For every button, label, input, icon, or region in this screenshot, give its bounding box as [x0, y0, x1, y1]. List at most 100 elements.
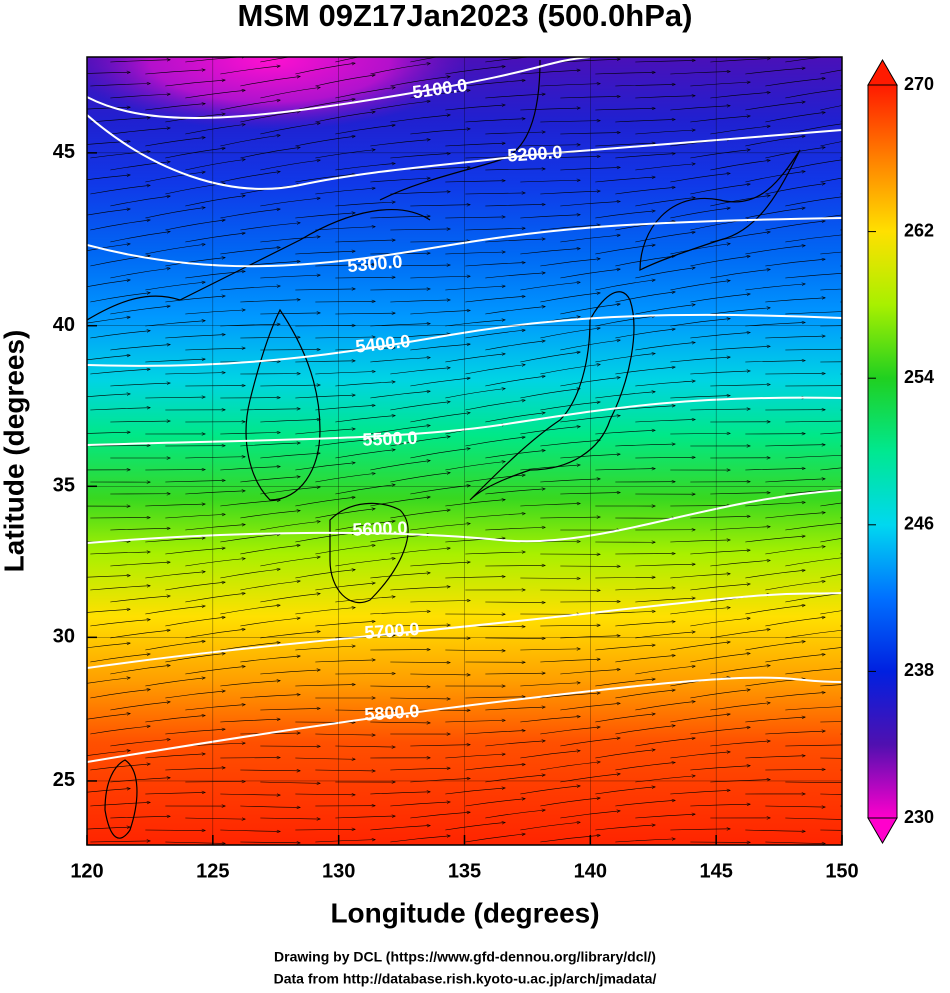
- streamline: [410, 205, 470, 206]
- streamline: [465, 193, 525, 194]
- streamline: [240, 806, 300, 807]
- streamline: [260, 670, 320, 675]
- streamline: [295, 429, 355, 435]
- streamline: [335, 240, 395, 243]
- streamline: [110, 421, 170, 422]
- streamline: [90, 408, 150, 411]
- streamline: [335, 313, 395, 314]
- streamline: [390, 265, 450, 266]
- streamline: [445, 462, 505, 471]
- streamline: [445, 66, 505, 75]
- streamline: [765, 654, 825, 663]
- streamline: [295, 289, 355, 290]
- streamline: [220, 569, 280, 579]
- streamline: [220, 286, 280, 291]
- streamline: [220, 719, 280, 723]
- streamline: [690, 727, 750, 735]
- streamline: [87, 751, 130, 756]
- y-tick-label: 30: [53, 626, 75, 648]
- streamline: [670, 752, 730, 759]
- streamline: [465, 263, 525, 267]
- streamline: [820, 288, 842, 291]
- streamline: [110, 345, 170, 351]
- streamline: [220, 500, 280, 507]
- streamline: [445, 181, 505, 182]
- streamline: [145, 606, 205, 615]
- streamline: [690, 690, 750, 699]
- streamline: [145, 244, 205, 255]
- x-tick-label: 135: [448, 860, 481, 882]
- streamline: [540, 727, 600, 735]
- streamline: [145, 572, 205, 579]
- streamline: [765, 617, 825, 627]
- streamline: [185, 310, 245, 315]
- streamline: [765, 769, 825, 770]
- streamline: [595, 645, 655, 651]
- streamline: [820, 610, 842, 615]
- streamline: [410, 57, 439, 63]
- streamline: [615, 800, 675, 807]
- streamline: [295, 63, 355, 75]
- streamline: [670, 173, 730, 183]
- streamline: [745, 536, 805, 543]
- streamline: [90, 841, 150, 842]
- streamline: [145, 359, 205, 363]
- streamline: [90, 764, 150, 771]
- streamline: [745, 208, 805, 219]
- streamline: [615, 726, 675, 735]
- contour-label: 5600.0: [352, 518, 408, 540]
- streamline: [710, 527, 770, 531]
- streamline: [335, 816, 395, 819]
- streamline: [540, 835, 600, 843]
- streamline: [710, 92, 770, 99]
- streamline: [145, 70, 205, 75]
- streamline: [445, 286, 505, 291]
- streamline: [540, 293, 600, 303]
- streamline: [820, 251, 842, 255]
- streamline: [240, 511, 300, 519]
- streamline: [90, 256, 150, 267]
- streamline: [145, 282, 205, 291]
- colorbar-tick-label: 238: [904, 660, 934, 680]
- streamline: [390, 836, 450, 843]
- streamline: [745, 361, 805, 362]
- streamline: [485, 341, 545, 351]
- streamline: [315, 545, 375, 555]
- streamline: [445, 720, 505, 723]
- x-tick-label: 150: [825, 860, 858, 882]
- contour-label: 5200.0: [507, 142, 563, 166]
- streamline: [390, 768, 450, 771]
- streamline: [820, 502, 842, 507]
- streamline: [220, 605, 280, 615]
- streamline: [185, 525, 245, 531]
- streamline: [410, 562, 470, 567]
- streamline: [145, 504, 205, 507]
- streamline: [615, 367, 675, 375]
- streamline: [635, 96, 695, 99]
- streamline: [690, 653, 750, 663]
- streamline: [370, 573, 430, 579]
- streamline: [465, 400, 525, 411]
- streamline: [390, 625, 450, 626]
- streamline: [670, 714, 730, 723]
- streamline: [335, 202, 395, 207]
- streamline: [295, 463, 355, 471]
- streamline: [465, 552, 525, 555]
- streamline: [595, 787, 655, 795]
- y-tick-label: 40: [53, 314, 75, 336]
- streamline: [785, 523, 842, 531]
- streamline: [295, 213, 355, 219]
- streamline: [315, 473, 375, 483]
- streamline: [145, 104, 205, 111]
- streamline: [820, 538, 842, 543]
- streamline: [745, 605, 805, 615]
- streamline: [445, 500, 505, 507]
- streamline: [445, 217, 505, 218]
- streamline: [87, 209, 130, 216]
- streamline: [87, 175, 130, 181]
- streamline: [165, 80, 225, 87]
- streamline: [520, 751, 580, 759]
- streamline: [540, 479, 600, 483]
- streamline: [540, 762, 600, 771]
- streamline: [390, 802, 450, 807]
